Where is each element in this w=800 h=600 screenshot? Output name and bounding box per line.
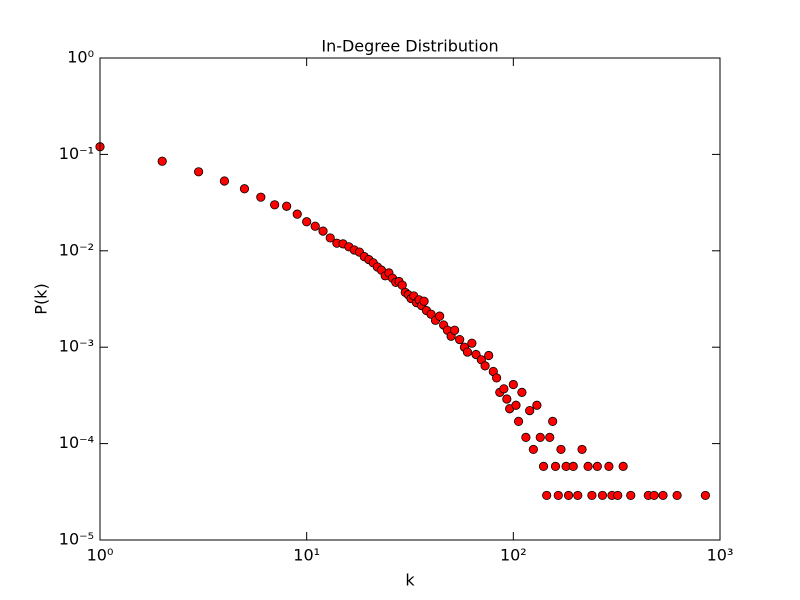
scatter-point (502, 394, 512, 404)
scatter-point (310, 221, 320, 231)
x-axis-label: k (405, 571, 415, 590)
scatter-point (618, 461, 628, 472)
y-tick-label: 10⁻⁴ (59, 433, 94, 452)
y-tick-label: 10⁻¹ (59, 144, 94, 163)
scatter-point (700, 490, 711, 501)
scatter-point (550, 461, 561, 472)
scatter-point (592, 461, 602, 472)
scatter-point (492, 373, 502, 383)
scatter-point (511, 400, 521, 410)
scatter-point (219, 176, 230, 186)
chart-title: In-Degree Distribution (321, 37, 498, 56)
scatter-point (419, 296, 429, 306)
scatter-point (270, 200, 280, 210)
y-tick-label: 10⁻⁵ (59, 530, 94, 549)
scatter-point (239, 184, 250, 194)
x-tick-label: 10⁰ (87, 546, 114, 565)
scatter-point (563, 490, 574, 501)
scatter-point (508, 379, 518, 390)
scatter-point (573, 490, 583, 501)
scatter-point (256, 192, 266, 202)
scatter-point (587, 490, 597, 501)
scatter-point (577, 444, 587, 455)
scatter-point (583, 461, 593, 472)
scatter-point (626, 490, 636, 501)
scatter-point (480, 361, 490, 371)
scatter-point (282, 201, 292, 211)
scatter-point (538, 461, 549, 472)
scatter-point (450, 325, 460, 335)
scatter-point (302, 217, 312, 227)
scatter-point (535, 432, 545, 442)
y-tick-label: 10⁻³ (59, 337, 94, 356)
scatter-point (462, 347, 473, 357)
scatter-point (597, 490, 608, 501)
scatter-point (532, 400, 542, 410)
scatter-point (613, 490, 623, 501)
scatter-point (499, 384, 509, 394)
scatter-point (548, 416, 558, 426)
scatter-point (435, 311, 445, 321)
scatter-point (672, 490, 682, 501)
scatter-point (194, 167, 204, 177)
axes-frame (99, 57, 721, 541)
scatter-point (528, 444, 538, 455)
scatter-point (568, 461, 578, 472)
x-tick-label: 10¹ (293, 546, 320, 565)
scatter-point (604, 461, 614, 472)
scatter-point (157, 156, 167, 166)
scatter-point (556, 444, 566, 455)
scatter-point (545, 432, 555, 442)
scatter-point (649, 490, 659, 501)
scatter-point (517, 387, 527, 397)
x-tick-label: 10³ (707, 546, 734, 565)
scatter-point (455, 334, 465, 345)
scatter-point (292, 209, 302, 219)
scatter-point (525, 405, 535, 416)
scatter-point (325, 233, 335, 243)
scatter-point (484, 350, 494, 361)
scatter-point (542, 490, 552, 501)
scatter-point (467, 338, 477, 348)
y-tick-label: 10⁻² (59, 240, 94, 259)
scatter-point (318, 226, 328, 236)
plot-area (95, 142, 711, 501)
scatter-point (658, 490, 668, 501)
x-tick-label: 10² (500, 546, 527, 565)
scatter-point (513, 416, 524, 426)
y-tick-label: 10⁰ (67, 48, 94, 67)
y-axis-label: P(k) (32, 283, 51, 314)
scatter-point (553, 490, 563, 501)
scatter-point (521, 432, 531, 442)
scatter-point (426, 309, 436, 319)
